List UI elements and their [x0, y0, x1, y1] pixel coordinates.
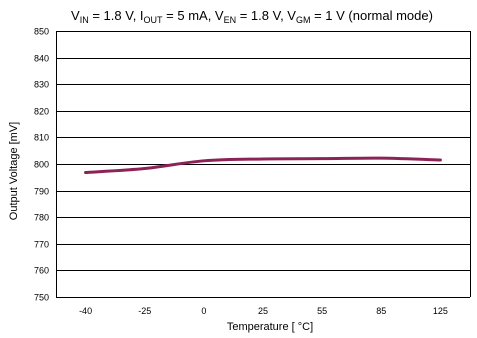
y-tick-label: 780: [34, 213, 49, 223]
y-tick-label: 820: [34, 107, 49, 117]
data-point: [203, 160, 205, 162]
data-point: [84, 171, 87, 174]
x-axis-label: Temperature [ °C]: [227, 321, 313, 333]
title-segment: = 1 V (normal mode): [310, 8, 432, 23]
y-tick-label: 830: [34, 80, 49, 90]
title-subscript: GM: [296, 15, 311, 25]
x-tick-label: 0: [201, 306, 206, 316]
y-tick-label: 800: [34, 160, 49, 170]
y-tick-label: 850: [34, 27, 49, 37]
y-tick-label: 790: [34, 187, 49, 197]
x-tick-label: 125: [433, 306, 448, 316]
y-tick-label: 810: [34, 133, 49, 143]
title-segment: = 5 mA, V: [163, 8, 224, 23]
y-tick-label: 840: [34, 54, 49, 64]
data-point: [321, 157, 323, 160]
title-subscript: OUT: [144, 15, 164, 25]
y-tick-label: 750: [34, 293, 49, 303]
plot-frame: [55, 31, 472, 297]
x-tick-label: -25: [138, 306, 151, 316]
y-tick-label: 770: [34, 240, 49, 250]
data-point: [143, 167, 146, 170]
data-point: [439, 159, 442, 161]
series-group: [84, 156, 442, 175]
x-tick-label: -40: [79, 306, 92, 316]
y-axis-ticks: 750 760 770 780 790 800 810 820 830 840 850: [34, 27, 49, 303]
title-segment: V: [71, 8, 80, 23]
x-tick-label: 85: [376, 306, 386, 316]
chart-title: VIN = 1.8 V, IOUT = 5 mA, VEN = 1.8 V, V…: [71, 8, 433, 25]
title-subscript: IN: [80, 15, 89, 25]
x-tick-label: 25: [258, 306, 268, 316]
series-line-output-voltage: [84, 156, 442, 175]
grid: [56, 30, 470, 299]
y-axis-label: Output Voltage [mV]: [8, 122, 20, 220]
title-subscript: EN: [224, 15, 237, 25]
x-tick-label: 55: [317, 306, 327, 316]
y-tick-label: 760: [34, 266, 49, 276]
x-axis-ticks: -40 -25 0 25 55 85 125: [79, 306, 448, 316]
data-point: [380, 157, 383, 159]
data-point: [262, 158, 264, 160]
title-segment: = 1.8 V, I: [89, 8, 144, 23]
title-segment: = 1.8 V, V: [236, 8, 296, 23]
